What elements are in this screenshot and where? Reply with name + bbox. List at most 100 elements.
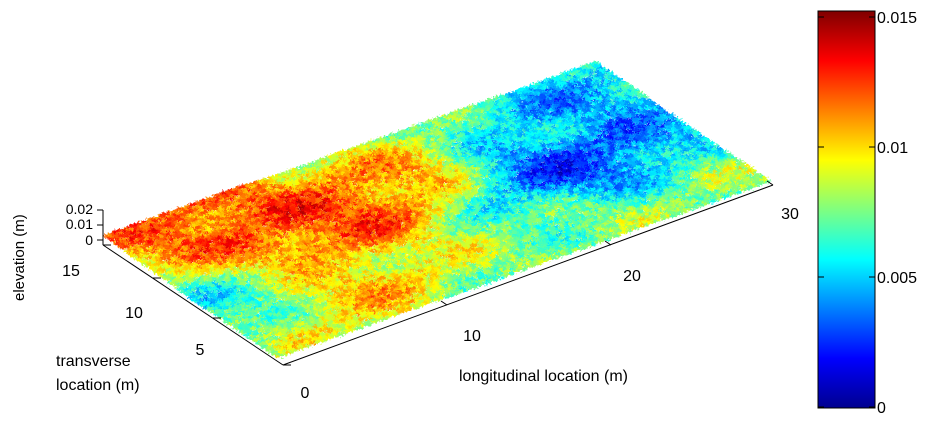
surface-cell	[542, 78, 551, 83]
surface-cell	[421, 142, 430, 147]
surface-cell	[112, 229, 120, 234]
surface-cell	[194, 225, 203, 230]
surface-cell	[446, 118, 455, 123]
surface-cell	[234, 207, 243, 212]
surface-cell	[557, 85, 566, 90]
surface-cell	[430, 147, 439, 152]
surface-cell	[552, 106, 560, 111]
surface-cell	[170, 240, 179, 245]
surface-cell	[519, 115, 528, 120]
surface-cell	[594, 63, 603, 68]
surface-cell	[414, 127, 422, 132]
surface-cell	[121, 229, 130, 234]
surface-cell	[589, 80, 598, 85]
surface-cell	[131, 229, 139, 234]
surface-cell	[422, 133, 431, 138]
surface-cell	[151, 246, 159, 251]
surface-cell	[379, 156, 387, 160]
surface-cell	[237, 206, 246, 211]
surface-cell	[591, 92, 600, 97]
surface-cell	[547, 96, 555, 100]
surface-cell	[410, 127, 419, 132]
surface-cell	[161, 236, 170, 241]
surface-cell	[518, 96, 527, 101]
surface-cell	[174, 207, 183, 212]
surface-cell	[167, 240, 176, 245]
surface-cell	[212, 203, 221, 208]
surface-cell	[493, 120, 502, 125]
surface-cell	[486, 129, 494, 134]
surface-cell	[516, 115, 524, 120]
surface-cell	[229, 200, 237, 205]
surface-cell	[474, 120, 483, 125]
surface-cell	[241, 202, 249, 207]
surface-cell	[434, 116, 442, 121]
surface-cell	[343, 166, 351, 171]
surface-cell	[510, 111, 519, 116]
surface-cell	[533, 107, 541, 112]
surface-cell	[181, 232, 189, 237]
surface-cell	[311, 166, 320, 170]
surface-cell	[525, 91, 534, 96]
surface-cell	[282, 198, 291, 203]
surface-cell	[305, 171, 313, 176]
surface-cell	[198, 221, 206, 226]
surface-cell	[473, 102, 482, 107]
surface-cell	[157, 245, 166, 249]
surface-cell	[257, 199, 266, 204]
surface-cell	[600, 66, 609, 71]
surface-cell	[154, 242, 163, 247]
surface-cell	[482, 109, 490, 114]
surface-cell	[213, 199, 221, 204]
surface-cell	[135, 247, 144, 252]
surface-cell	[448, 130, 457, 135]
surface-cell	[216, 202, 224, 207]
surface-cell	[135, 250, 143, 255]
surface-cell	[504, 113, 512, 118]
surface-cell	[213, 196, 222, 201]
surface-cell	[379, 152, 388, 157]
surface-cell	[206, 209, 214, 214]
surface-cell	[589, 87, 597, 92]
surface-cell	[568, 100, 577, 105]
surface-cell	[123, 244, 131, 249]
surface-cell	[341, 158, 349, 163]
surface-cell	[252, 213, 261, 217]
surface-cell	[325, 154, 334, 159]
surface-cell	[546, 77, 554, 82]
surface-cell	[388, 155, 397, 160]
surface-cell	[550, 98, 558, 103]
surface-cell	[523, 111, 531, 115]
surface-cell	[323, 176, 331, 181]
surface-cell	[382, 152, 391, 157]
surface-cell	[512, 96, 520, 100]
surface-cell	[508, 106, 516, 111]
surface-cell	[144, 249, 153, 254]
surface-cell	[325, 181, 334, 185]
surface-cell	[418, 143, 427, 147]
surface-cell	[451, 128, 460, 133]
surface-cell	[535, 90, 543, 95]
surface-cell	[524, 104, 532, 108]
surface-cell	[411, 145, 420, 149]
surface-cell	[285, 175, 294, 180]
surface-cell	[241, 199, 250, 204]
surface-cell	[585, 66, 593, 71]
surface-cell	[189, 211, 198, 216]
surface-cell	[237, 213, 245, 218]
surface-cell	[298, 173, 306, 178]
surface-cell	[331, 184, 340, 189]
surface-cell	[517, 106, 526, 111]
surface-cell	[342, 175, 350, 180]
surface-cell	[350, 157, 359, 162]
surface-cell	[247, 206, 255, 211]
surface-cell	[249, 214, 257, 219]
surface-cell	[420, 130, 428, 135]
surface-cell	[352, 168, 360, 173]
surface-cell	[203, 206, 211, 211]
surface-cell	[141, 251, 149, 256]
surface-cell	[126, 247, 134, 252]
surface-cell	[542, 85, 550, 89]
surface-cell	[576, 88, 584, 93]
surface-cell	[561, 81, 569, 86]
